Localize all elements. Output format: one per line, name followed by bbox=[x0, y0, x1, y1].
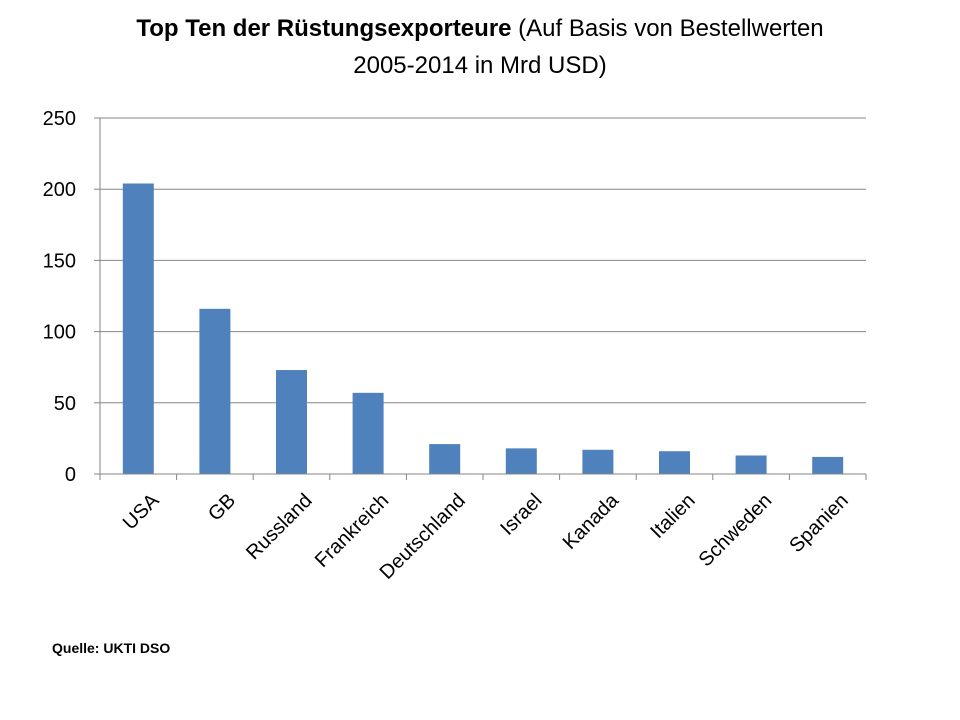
bars bbox=[122, 183, 844, 474]
y-tick-label: 0 bbox=[65, 464, 76, 486]
bar-italien bbox=[659, 451, 690, 474]
x-tick-label: Kanada bbox=[559, 489, 624, 554]
y-tick-label: 200 bbox=[43, 179, 76, 201]
y-tick-label: 250 bbox=[43, 108, 76, 130]
bar-frankreich bbox=[352, 392, 384, 474]
y-tick-labels: 0 50 100 150 200 250 bbox=[43, 108, 76, 486]
x-tick-label: Russland bbox=[242, 490, 317, 565]
chart-title: Top Ten der Rüstungsexporteure (Auf Basi… bbox=[80, 10, 880, 84]
chart-title-rest: (Auf Basis von Bestellwerten bbox=[511, 15, 824, 42]
bar-russland bbox=[276, 370, 307, 474]
x-tick-label: GB bbox=[204, 490, 240, 526]
bar-deutschland bbox=[429, 444, 461, 474]
chart-title-bold: Top Ten der Rüstungsexporteure bbox=[136, 15, 512, 42]
x-tick-label: Schweden bbox=[695, 490, 777, 572]
y-tick-label: 150 bbox=[43, 250, 76, 272]
x-tick-label: Spanien bbox=[785, 490, 852, 557]
bar-spanien bbox=[812, 456, 844, 474]
x-tick-label: USA bbox=[119, 489, 164, 534]
bar-schweden bbox=[735, 455, 767, 474]
chart-title-line2: 2005-2014 in Mrd USD) bbox=[353, 52, 607, 79]
y-tick-label: 100 bbox=[43, 322, 76, 344]
x-tick-label: Italien bbox=[646, 490, 699, 543]
x-tick-label: Frankreich bbox=[311, 490, 393, 572]
bar-usa bbox=[122, 183, 154, 474]
x-tick-label: Israel bbox=[496, 490, 546, 540]
source-note: Quelle: UKTI DSO bbox=[52, 640, 171, 656]
bar-israel bbox=[505, 448, 537, 474]
bar-gb bbox=[199, 308, 231, 474]
bar-kanada bbox=[582, 449, 614, 474]
axes bbox=[94, 117, 867, 480]
y-tick-label: 50 bbox=[54, 393, 76, 415]
